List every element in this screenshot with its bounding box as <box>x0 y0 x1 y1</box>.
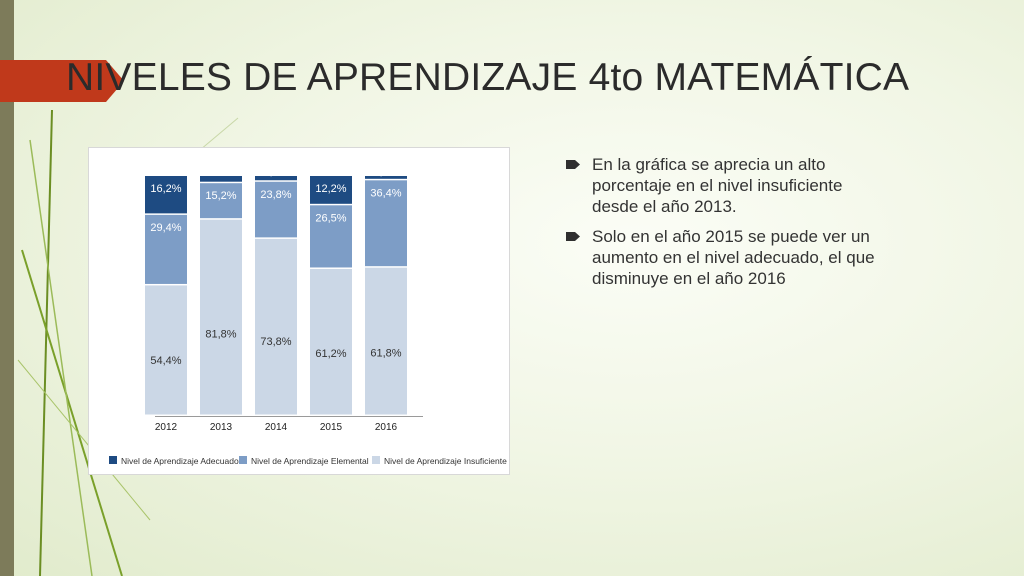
data-label: 81,8% <box>205 328 236 340</box>
legend-label: Nivel de Aprendizaje Elemental <box>251 456 369 466</box>
bar-segment <box>200 183 242 219</box>
decorative-line <box>29 139 93 576</box>
data-label: 26,5% <box>315 212 346 224</box>
decorative-line <box>199 117 239 151</box>
x-tick-label: 2015 <box>320 422 343 433</box>
data-label: 15,2% <box>205 190 236 202</box>
decorative-line <box>17 359 151 521</box>
bar-segment <box>200 219 242 415</box>
chart-panel: 54,4% 29,4% 16,2% 2012 81,8% 15,2% 3% 2013 73,8%… <box>88 147 510 475</box>
bullet-item: En la gráfica se aprecia un alto porcent… <box>566 154 886 217</box>
data-label: 2,4% <box>263 166 288 178</box>
bar-segment <box>255 238 297 415</box>
bullet-arrow-icon <box>566 232 580 241</box>
data-label: 29,4% <box>150 222 181 234</box>
slide-title: NIVELES DE APRENDIZAJE 4to MATEMÁTICA <box>66 56 910 99</box>
x-tick-label: 2014 <box>265 422 288 433</box>
data-label: 1,8% <box>373 166 398 178</box>
legend-label: Nivel de Aprendizaje Adecuado <box>121 456 239 466</box>
stacked-bar-chart: 54,4% 29,4% 16,2% 2012 81,8% 15,2% 3% 2013 73,8%… <box>109 166 507 466</box>
bar-segment <box>200 176 242 182</box>
data-label: 61,8% <box>370 348 401 360</box>
bullet-text: Solo en el año 2015 se puede ver un aume… <box>592 227 875 288</box>
left-accent-strip <box>0 0 14 576</box>
bar-segment <box>365 267 407 415</box>
legend-swatch <box>372 456 380 464</box>
bar-segment <box>145 176 187 214</box>
legend-swatch <box>239 456 247 464</box>
bar-segment <box>255 176 297 181</box>
data-label: 36,4% <box>370 187 401 199</box>
title-marker-shape <box>0 60 124 102</box>
data-label: 23,8% <box>260 189 291 201</box>
bar-segment <box>365 180 407 267</box>
bar-segment <box>145 285 187 415</box>
decorative-line <box>21 249 123 576</box>
data-label: 54,4% <box>150 355 181 367</box>
x-tick-label: 2016 <box>375 422 398 433</box>
x-tick-label: 2012 <box>155 422 178 433</box>
bullet-arrow-icon <box>566 160 580 169</box>
data-label: 61,2% <box>315 348 346 360</box>
bar-segment <box>365 176 407 179</box>
x-tick-label: 2013 <box>210 422 233 433</box>
bar-segment <box>310 268 352 415</box>
bar-segment <box>145 214 187 284</box>
legend-swatch <box>109 456 117 464</box>
bar-segment <box>310 205 352 268</box>
bar-segment <box>255 181 297 238</box>
bullet-item: Solo en el año 2015 se puede ver un aume… <box>566 226 886 289</box>
data-label: 16,2% <box>150 183 181 195</box>
bullet-text: En la gráfica se aprecia un alto porcent… <box>592 155 843 216</box>
data-label: 73,8% <box>260 336 291 348</box>
bullet-list: En la gráfica se aprecia un alto porcent… <box>566 154 886 298</box>
bar-segment <box>310 176 352 204</box>
legend-label: Nivel de Aprendizaje Insuficiente <box>384 456 507 466</box>
decorative-line <box>39 109 53 576</box>
data-label: 3% <box>213 166 229 178</box>
data-label: 12,2% <box>315 183 346 195</box>
